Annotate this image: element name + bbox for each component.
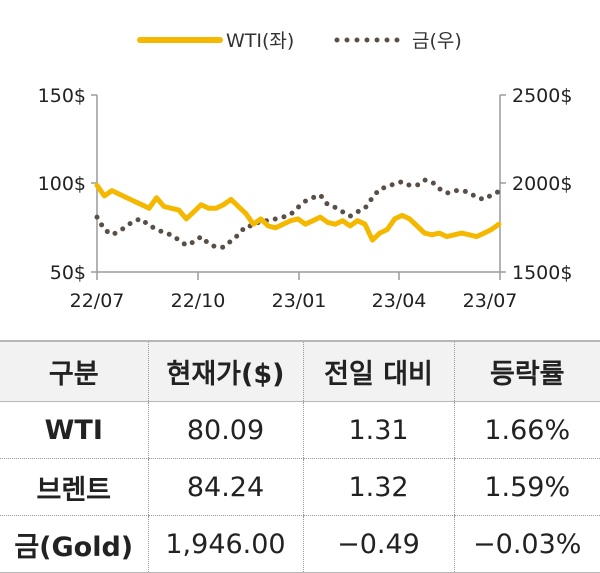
row-name: 금(Gold) [0,515,148,573]
right-tick-label: 1500$ [512,262,572,284]
table-row: 브렌트 84.24 1.32 1.59% [0,458,600,516]
left-tick-label: 50$ [50,262,86,284]
row-rate: 1.66% [453,401,600,459]
right-axis-labels: 2500$ 2000$ 1500$ [512,85,572,284]
left-tick-label: 150$ [38,85,86,107]
x-tick-label: 23/01 [272,290,327,312]
row-change: 1.31 [302,401,454,459]
x-axis-labels: 22/07 22/10 23/01 23/04 23/07 [70,290,518,312]
axes [91,94,506,280]
left-axis-labels: 150$ 100$ 50$ [38,85,86,284]
legend-wti-label: WTI(좌) [226,30,294,52]
chart: WTI(좌) 금(우) 150$ 100$ 50$ 2500$ 2000$ 15… [38,30,573,312]
series-layer [94,177,502,250]
header-category: 구분 [0,340,148,402]
row-name: 브렌트 [0,458,148,516]
row-price: 80.09 [147,401,303,459]
table-header-row: 구분 현재가($) 전일 대비 등락률 [0,340,600,402]
row-name: WTI [0,401,148,459]
row-rate: −0.03% [453,515,600,573]
header-change: 전일 대비 [302,340,454,402]
header-price: 현재가($) [147,340,303,402]
row-price: 84.24 [147,458,303,516]
row-change: −0.49 [302,515,454,573]
table-row: 금(Gold) 1,946.00 −0.49 −0.03% [0,515,600,573]
table-row: WTI 80.09 1.31 1.66% [0,401,600,459]
wti-series-line [94,182,502,243]
header-rate: 등락률 [453,340,600,402]
x-tick-label: 23/04 [372,290,427,312]
x-tick-label: 22/07 [70,290,125,312]
x-tick-label: 23/07 [463,290,518,312]
left-tick-label: 100$ [38,173,86,195]
row-change: 1.32 [302,458,454,516]
row-price: 1,946.00 [147,515,303,573]
right-tick-label: 2000$ [512,173,572,195]
legend-gold-label: 금(우) [412,30,462,52]
row-rate: 1.59% [453,458,600,516]
legend: WTI(좌) 금(우) [137,30,462,52]
right-tick-label: 2500$ [512,85,572,107]
gold-series-line [94,177,502,250]
x-tick-label: 22/10 [171,290,226,312]
price-table: 구분 현재가($) 전일 대비 등락률 WTI 80.09 1.31 1.66%… [0,340,600,573]
